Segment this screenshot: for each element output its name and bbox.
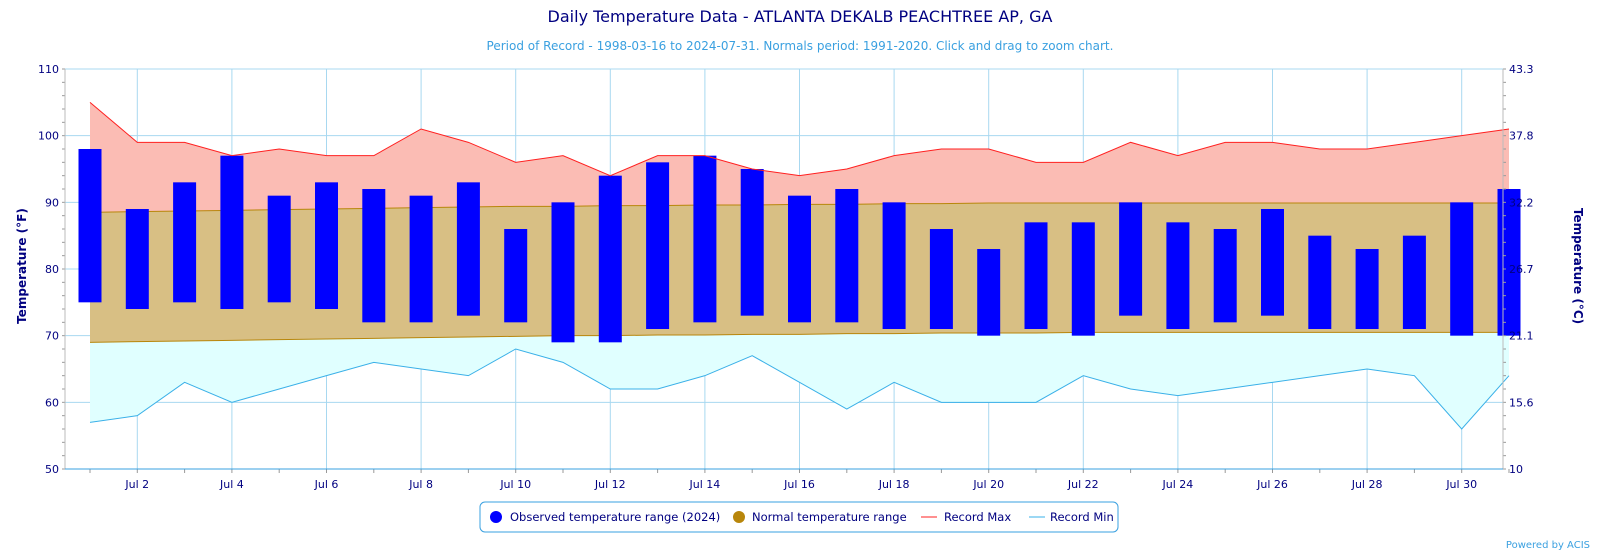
y-tick-label-right: 15.6 (1509, 396, 1534, 409)
record-lines (89, 101, 1510, 430)
y-tick-label-right: 26.7 (1509, 263, 1534, 276)
observed-bar (1166, 222, 1190, 329)
record-min-line (89, 348, 1510, 430)
observed-bar (1261, 209, 1284, 316)
observed-bar (1119, 202, 1143, 316)
credit-link[interactable]: Powered by ACIS (1506, 540, 1590, 551)
observed-bar (220, 155, 244, 309)
legend-observed-label[interactable]: Observed temperature range (2024) (510, 510, 720, 524)
y-tick-label-right: 37.8 (1509, 130, 1534, 143)
y-tick-label-right: 32.2 (1509, 196, 1534, 209)
observed-bar (409, 195, 433, 323)
axes: 50 10 60 15.6 70 21.1 80 26.7 90 32.2 100 37.8 110 43… (38, 63, 1534, 491)
observed-bar (646, 162, 670, 329)
y-tick-label-right: 21.1 (1509, 330, 1534, 343)
observed-bar (977, 249, 1001, 336)
observed-bar (504, 229, 528, 323)
y-tick-label-left: 60 (45, 396, 59, 409)
y-tick-label-right: 10 (1509, 463, 1523, 476)
observed-bar (1308, 235, 1332, 329)
observed-bar (740, 169, 764, 316)
x-tick-label: Jul 28 (1351, 478, 1383, 491)
y-tick-label-left: 50 (45, 463, 59, 476)
x-tick-label: Jul 30 (1445, 478, 1477, 491)
y-axis-title-right: Temperature (°C) (1571, 208, 1585, 324)
legend-box (479, 501, 1119, 533)
observed-bar (1213, 229, 1237, 323)
observed-bar (788, 195, 811, 323)
observed-bar (1355, 249, 1379, 329)
legend-normal-label[interactable]: Normal temperature range (752, 510, 907, 524)
legend-record-max-label[interactable]: Record Max (944, 510, 1011, 524)
record-min-area (90, 332, 1509, 429)
observed-bar (456, 182, 480, 316)
legend-normal-marker (733, 511, 745, 523)
observed-bar (267, 195, 291, 303)
chart-subtitle: Period of Record - 1998-03-16 to 2024-07… (487, 39, 1114, 53)
y-tick-label-right: 43.3 (1509, 63, 1534, 76)
y-tick-label-left: 110 (38, 63, 59, 76)
observed-bars[interactable] (78, 149, 1521, 343)
observed-bar (173, 182, 197, 303)
x-tick-label: Jul 16 (783, 478, 815, 491)
observed-bar (693, 155, 717, 323)
observed-bar (929, 229, 953, 329)
observed-bar (882, 202, 906, 329)
x-tick-label: Jul 20 (972, 478, 1004, 491)
record-max-area (90, 102, 1509, 213)
y-tick-label-left: 70 (45, 330, 59, 343)
legend: Observed temperature range (2024) Normal… (479, 501, 1119, 533)
x-tick-label: Jul 24 (1162, 478, 1194, 491)
x-tick-label: Jul 2 (124, 478, 149, 491)
observed-bar (1071, 222, 1095, 336)
observed-bar (125, 209, 149, 309)
observed-bar (1024, 222, 1048, 329)
x-tick-label: Jul 6 (314, 478, 339, 491)
normal-low-line (89, 331, 1509, 343)
x-tick-label: Jul 18 (878, 478, 910, 491)
observed-bar (835, 189, 859, 323)
y-axis-title-left: Temperature (°F) (15, 208, 29, 324)
observed-bar (78, 149, 102, 303)
x-tick-label: Jul 22 (1067, 478, 1099, 491)
y-tick-label-left: 90 (45, 196, 59, 209)
y-tick-label-left: 100 (38, 130, 59, 143)
legend-record-min-label[interactable]: Record Min (1050, 510, 1114, 524)
record-max-line (89, 101, 1510, 177)
x-tick-label: Jul 14 (689, 478, 721, 491)
observed-bar (315, 182, 338, 309)
observed-bar (1450, 202, 1474, 336)
chart-title: Daily Temperature Data - ATLANTA DEKALB … (548, 7, 1053, 26)
x-tick-label: Jul 4 (219, 478, 244, 491)
observed-bar (598, 175, 622, 343)
observed-bar (362, 189, 386, 323)
x-tick-label: Jul 26 (1256, 478, 1288, 491)
x-tick-label: Jul 12 (594, 478, 626, 491)
y-tick-label-left: 80 (45, 263, 59, 276)
x-tick-label: Jul 8 (408, 478, 433, 491)
legend-observed-marker (490, 511, 502, 523)
observed-bar (551, 202, 575, 343)
observed-bar (1402, 235, 1426, 329)
x-tick-label: Jul 10 (499, 478, 531, 491)
